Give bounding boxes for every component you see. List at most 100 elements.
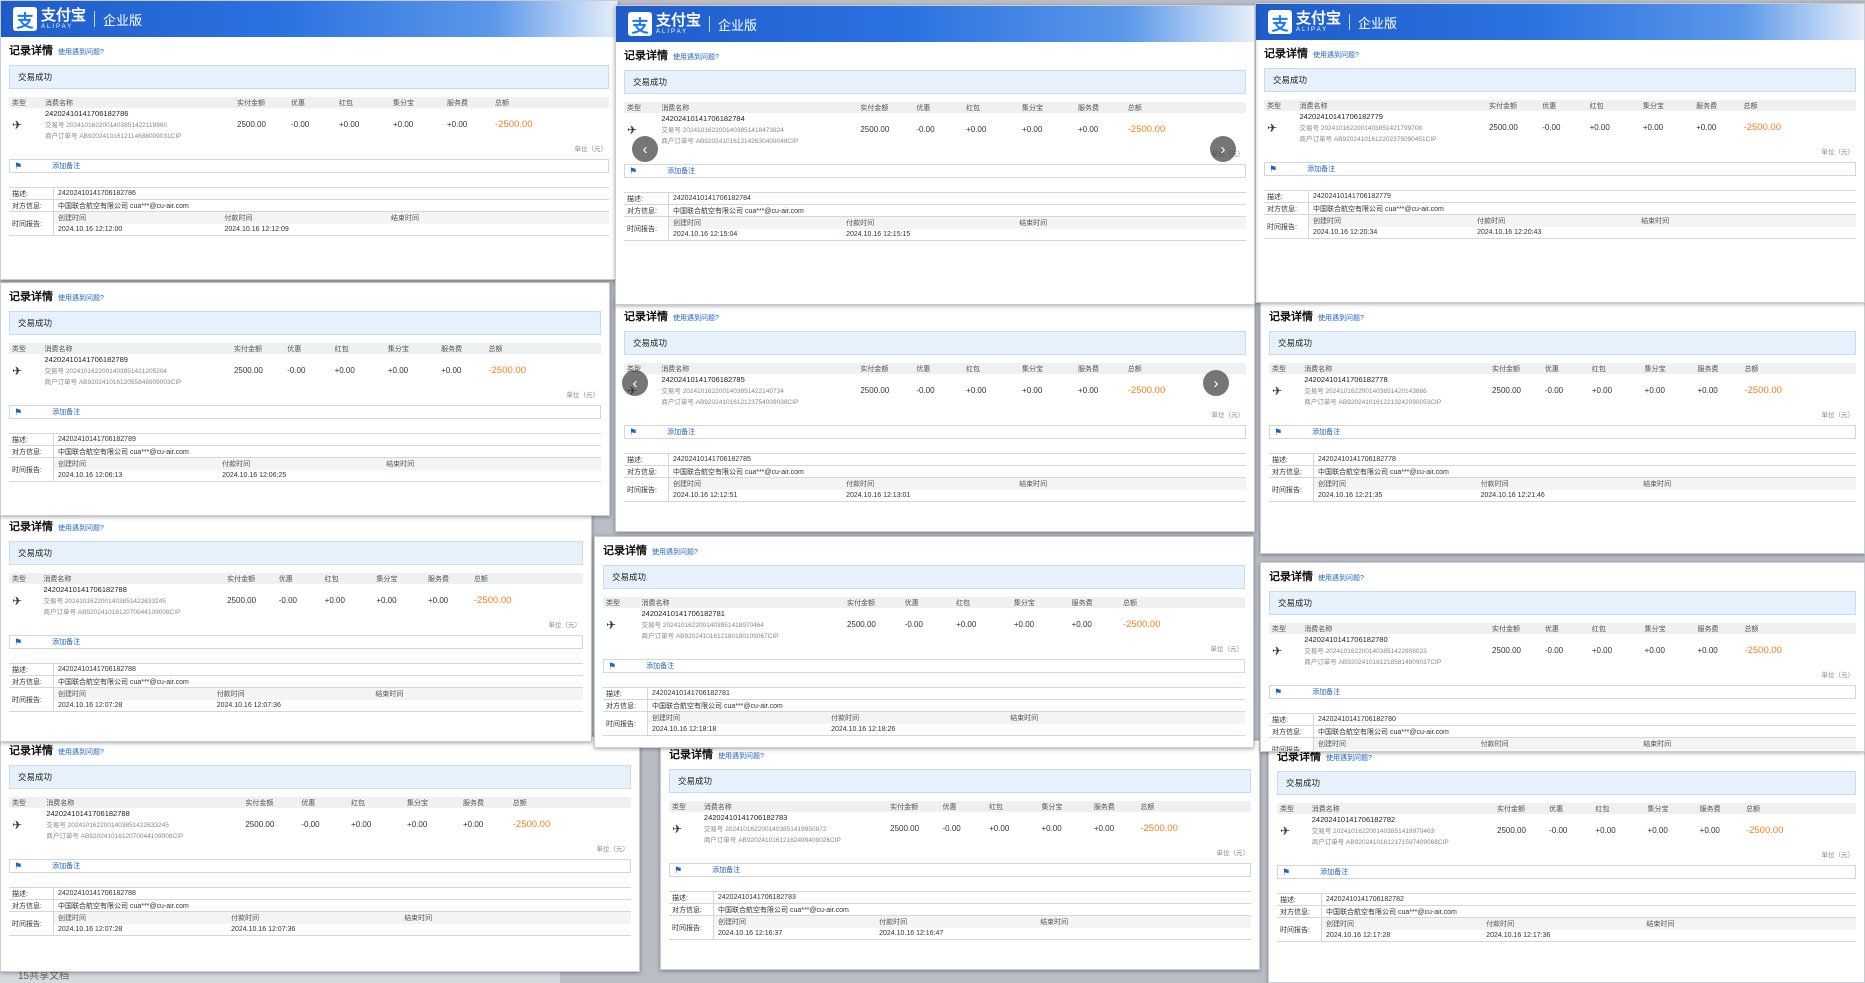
- col-fee: 服务费: [447, 99, 468, 107]
- add-remark-row[interactable]: ⚑ 添加备注: [1269, 425, 1856, 439]
- order-number: 24202410141706182783: [703, 813, 788, 822]
- time-header: 创建时间 付款时间 结束时间: [54, 912, 631, 924]
- created-time-label: 创建时间: [673, 219, 701, 227]
- add-remark-row[interactable]: ⚑ 添加备注: [624, 164, 1246, 178]
- counterparty-label: 对方信息:: [1280, 908, 1310, 916]
- fee-value: +0.00: [1071, 620, 1092, 629]
- airplane-icon: ✈: [1272, 383, 1283, 398]
- col-total: 总额: [1127, 104, 1142, 112]
- add-remark-row[interactable]: ⚑ 添加备注: [669, 863, 1251, 877]
- table-row: ✈ 24202410141706182786 交易号 2024101622001…: [9, 108, 609, 141]
- status-text: 交易成功: [1286, 778, 1321, 788]
- order-number: 24202410141706182778: [1304, 375, 1388, 384]
- add-remark-link[interactable]: 添加备注: [1312, 689, 1341, 696]
- end-time-label: 结束时间: [1040, 918, 1069, 926]
- help-link[interactable]: 使用遇到问题?: [1318, 575, 1364, 582]
- created-time-label: 创建时间: [718, 918, 746, 926]
- add-remark-row[interactable]: ⚑ 添加备注: [1264, 162, 1856, 176]
- add-remark-link[interactable]: 添加备注: [712, 867, 741, 874]
- table-header: 类型 消费名称 实付金额 优惠 红包 集分宝 服务费 总额: [1269, 623, 1856, 634]
- help-link[interactable]: 使用遇到问题?: [58, 749, 104, 756]
- col-discount: 优惠: [916, 104, 931, 112]
- info-table: 描述: 24202410141706182784 对方信息: 中国联合航空有限公…: [624, 192, 1246, 241]
- add-remark-link[interactable]: 添加备注: [1320, 869, 1349, 876]
- help-link[interactable]: 使用遇到问题?: [673, 54, 719, 61]
- add-remark-row[interactable]: ⚑ 添加备注: [9, 635, 583, 649]
- redpack-value: +0.00: [966, 125, 987, 134]
- merchant-order-number: AB92024101612180180109067CIP: [675, 633, 779, 640]
- add-remark-row[interactable]: ⚑ 添加备注: [1269, 685, 1856, 699]
- add-remark-row[interactable]: ⚑ 添加备注: [1277, 865, 1856, 879]
- add-remark-link[interactable]: 添加备注: [52, 163, 81, 170]
- help-link[interactable]: 使用遇到问题?: [1313, 52, 1359, 59]
- help-link[interactable]: 使用遇到问题?: [652, 549, 698, 556]
- page-title: 记录详情: [9, 45, 53, 57]
- transaction-table: 类型 消费名称 实付金额 优惠 红包 集分宝 服务费 总额 ✈ 24202410…: [9, 573, 583, 617]
- paid-time-value: 2024.10.16 12:07:36: [231, 925, 296, 933]
- alipay-logo-icon: 支: [13, 7, 37, 32]
- add-remark-link[interactable]: 添加备注: [52, 409, 81, 416]
- col-discount: 优惠: [1549, 805, 1564, 813]
- col-fee: 服务费: [1697, 625, 1719, 633]
- add-remark-link[interactable]: 添加备注: [1307, 166, 1336, 173]
- add-remark-link[interactable]: 添加备注: [667, 168, 696, 175]
- help-link[interactable]: 使用遇到问题?: [673, 315, 719, 322]
- record-panel: 支 支付宝 ALIPAY 企业版 记录详情 使用遇到问题? 交易成功 类型 消费…: [0, 0, 618, 280]
- col-redpack: 红包: [324, 575, 339, 583]
- col-jifenbao: 集分宝: [1013, 599, 1035, 607]
- discount-value: -0.00: [1544, 646, 1564, 655]
- merchant-order-number: AB92024101612142630409048CIP: [695, 138, 799, 145]
- add-remark-link[interactable]: 添加备注: [1312, 429, 1341, 436]
- col-total: 总额: [512, 799, 527, 807]
- col-type: 类型: [672, 803, 686, 811]
- carousel-next-button[interactable]: ›: [1210, 136, 1236, 162]
- airplane-icon: ✈: [1280, 823, 1291, 838]
- add-remark-row[interactable]: ⚑ 添加备注: [603, 659, 1245, 673]
- help-link[interactable]: 使用遇到问题?: [58, 525, 104, 532]
- add-remark-row[interactable]: ⚑ 添加备注: [624, 425, 1246, 439]
- total-value: -2500.00: [1744, 645, 1782, 656]
- brand-name: 支付宝: [41, 7, 87, 24]
- help-link[interactable]: 使用遇到问题?: [1318, 315, 1364, 322]
- add-remark-row[interactable]: ⚑ 添加备注: [9, 159, 609, 173]
- col-jifenbao: 集分宝: [1644, 365, 1666, 373]
- item-name-cell: 24202410141706182779 交易号 202410162200140…: [1300, 112, 1489, 143]
- jifenbao-value: +0.00: [1022, 386, 1043, 395]
- time-values: 2024.10.16 12:16:37 2024.10.16 12:16:47: [714, 928, 1251, 940]
- edition-label: 企业版: [718, 17, 758, 33]
- merchant-order-number: AB92024101612162499409026CIP: [738, 837, 841, 844]
- add-remark-link[interactable]: 添加备注: [52, 863, 81, 870]
- col-discount: 优惠: [1544, 365, 1559, 373]
- add-remark-row[interactable]: ⚑ 添加备注: [9, 859, 631, 873]
- time-values: 2024.10.16 12:12:51 2024.10.16 12:13:01: [669, 490, 1246, 502]
- merchant-order-line: 商户订单号 AB92024101612162499409026CIP: [703, 837, 841, 844]
- help-link[interactable]: 使用遇到问题?: [718, 753, 764, 760]
- edition-label: 企业版: [103, 12, 143, 28]
- item-name-cell: 24202410141706182788 交易号 202410162200140…: [46, 809, 245, 840]
- carousel-prev-button[interactable]: ‹: [632, 136, 658, 162]
- brand-name-en: ALIPAY: [1296, 27, 1329, 33]
- page-title: 记录详情: [9, 521, 53, 533]
- status-banner: 交易成功: [9, 311, 601, 335]
- discount-value: -0.00: [287, 366, 306, 375]
- paid-time-label: 付款时间: [846, 219, 875, 227]
- add-remark-link[interactable]: 添加备注: [646, 663, 675, 670]
- help-link[interactable]: 使用遇到问题?: [58, 49, 104, 56]
- add-remark-row[interactable]: ⚑ 添加备注: [9, 405, 601, 419]
- airplane-icon: ✈: [672, 821, 683, 836]
- page-title-row: 记录详情 使用遇到问题?: [661, 741, 1259, 765]
- add-remark-link[interactable]: 添加备注: [667, 429, 696, 436]
- add-remark-link[interactable]: 添加备注: [52, 639, 81, 646]
- help-link[interactable]: 使用遇到问题?: [1326, 755, 1372, 762]
- carousel-prev-button[interactable]: ‹: [622, 370, 648, 396]
- alipay-header: 支 支付宝 ALIPAY 企业版: [616, 6, 1254, 42]
- carousel-next-button[interactable]: ›: [1203, 370, 1229, 396]
- time-report-label: 时间报告:: [12, 696, 42, 704]
- redpack-value: +0.00: [1595, 826, 1616, 835]
- flag-icon: ⚑: [674, 864, 683, 875]
- col-amount: 实付金额: [1488, 102, 1517, 110]
- help-link[interactable]: 使用遇到问题?: [58, 295, 104, 302]
- jifenbao-value: +0.00: [1022, 125, 1043, 134]
- paid-time-label: 付款时间: [224, 214, 253, 222]
- status-text: 交易成功: [1273, 75, 1308, 85]
